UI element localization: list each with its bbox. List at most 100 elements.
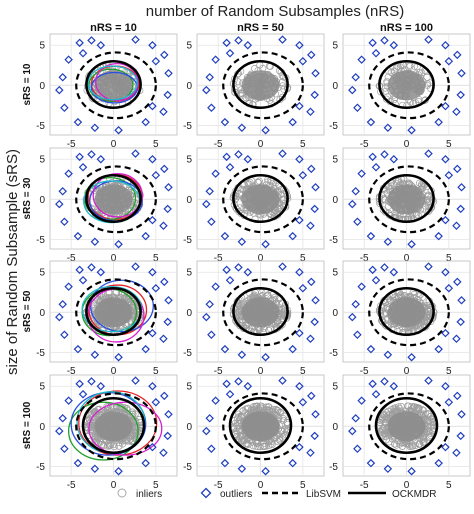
libsvm-boundary (222, 278, 304, 347)
outlier-point (295, 40, 304, 50)
outlier-point (148, 442, 157, 452)
libsvm-boundary (368, 165, 450, 234)
outlier-point (131, 376, 140, 385)
x-tick-label: -5 (360, 139, 369, 150)
inlier-point (276, 434, 284, 442)
inlier-point (383, 322, 391, 330)
outlier-point (60, 444, 69, 453)
inlier-point (244, 440, 252, 448)
outlier-point (220, 117, 230, 127)
outlier-point (368, 152, 377, 162)
y-tick-label: 0 (332, 308, 338, 319)
inlier-point (410, 403, 418, 411)
outlier-point (160, 50, 169, 60)
panel-grid: 5 0 -5 -5 0 5 nRS = 10 sRS = 10 5 0 -5 -5 0 5 nRS = 50… (22, 22, 471, 491)
inlier-point (380, 433, 388, 441)
outlier-point (366, 458, 376, 468)
outlier-point (58, 414, 67, 423)
outlier-point (164, 183, 173, 192)
outlier-point (151, 171, 161, 180)
y-tick-label: 0 (332, 422, 338, 433)
y-tick-label: 5 (186, 268, 192, 279)
inlier-point (244, 180, 252, 188)
inlier-point (395, 177, 403, 185)
outlier-point (441, 442, 450, 452)
row-title: sRS = 30 (22, 177, 33, 219)
y-tick-label: 0 (39, 81, 45, 92)
outlier-point (96, 381, 106, 391)
ockmdr-boundary (85, 173, 142, 224)
outlier-point (87, 150, 96, 159)
outlier-point (261, 125, 270, 135)
outlier-point (424, 149, 433, 158)
outlier-point (310, 90, 319, 100)
outlier-point (357, 169, 366, 178)
outlier-point (407, 125, 416, 135)
outlier-point (389, 154, 399, 164)
libsvm-boundary (368, 392, 450, 461)
column-title: nRS = 50 (237, 22, 284, 34)
outlier-point (311, 410, 320, 419)
outlier-point (222, 38, 231, 48)
outlier-point (441, 328, 450, 338)
ockmdr-boundary (85, 59, 142, 110)
outlier-point (55, 426, 64, 436)
panel-content (55, 262, 173, 362)
outlier-point (73, 458, 83, 468)
x-tick-label: -5 (214, 366, 223, 377)
outlier-point (351, 414, 360, 423)
inlier-core (387, 411, 426, 442)
inlier-core (241, 297, 280, 328)
inlier-point (269, 179, 277, 187)
outlier-point (351, 300, 360, 309)
outlier-point (87, 377, 96, 386)
outlier-point (441, 154, 450, 164)
outlier-point (453, 50, 462, 60)
outlier-point (380, 36, 389, 45)
inlier-point (234, 319, 242, 327)
y-tick-label: 5 (332, 41, 338, 52)
x-tick-label: 5 (446, 253, 452, 264)
libsvm-boundary (222, 51, 304, 120)
outlier-point (453, 391, 462, 401)
outlier-point (148, 154, 157, 164)
outlier-point (357, 282, 366, 291)
outlier-point (407, 239, 416, 249)
inlier-point (378, 316, 386, 325)
outlier-point (234, 36, 243, 45)
y-tick-label: 0 (186, 195, 192, 206)
outlier-point (96, 267, 106, 277)
inlier-core (94, 184, 133, 215)
outlier-point (444, 398, 454, 407)
y-tick-label: 5 (332, 268, 338, 279)
outlier-point (453, 277, 462, 287)
legend-label: outliers (220, 489, 252, 500)
outlier-point (278, 376, 287, 385)
libsvm-boundary (222, 392, 304, 461)
inlier-point (280, 412, 288, 420)
inlier-point (425, 434, 433, 442)
outlier-point (220, 458, 230, 468)
outlier-point (295, 381, 304, 391)
x-tick-label: 5 (300, 366, 306, 377)
outlier-point (159, 221, 168, 231)
outlier-point (163, 317, 172, 327)
outlier-point (311, 183, 320, 192)
outlier-point (383, 464, 393, 474)
outlier-point (243, 267, 253, 277)
inlier-point (264, 403, 272, 411)
ockmdr-boundary (378, 286, 435, 337)
inlier-point (415, 405, 423, 413)
inlier-point (392, 64, 400, 72)
outlier-point (441, 381, 450, 391)
ockmdr-boundary (378, 173, 435, 224)
inlier-point (415, 404, 423, 412)
inlier-point (126, 435, 135, 443)
outlier-point (237, 237, 247, 247)
outlier-point (311, 296, 320, 305)
legend-label: inliers (136, 489, 162, 500)
y-tick-label: -5 (329, 121, 338, 132)
y-tick-label: 5 (39, 41, 45, 52)
outlier-point (380, 263, 389, 272)
inlier-core (241, 70, 280, 101)
